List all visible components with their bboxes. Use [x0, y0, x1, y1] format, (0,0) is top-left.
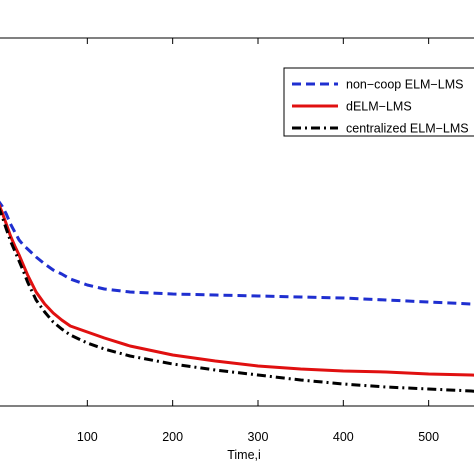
- x-tick-label: 200: [162, 430, 183, 444]
- x-tick-label: 100: [77, 430, 98, 444]
- series-line-2: [0, 203, 474, 377]
- x-tick-label: 500: [418, 430, 439, 444]
- series-line-3: [0, 206, 474, 393]
- plot-frame: [0, 37, 474, 407]
- x-axis-title: Time,i: [227, 448, 261, 462]
- series-line-1: [0, 200, 474, 306]
- legend-label-3: centralized ELM−LMS: [346, 122, 469, 136]
- x-tick-label: 300: [248, 430, 269, 444]
- legend: non−coop ELM−LMS dELM−LMS centralized ELM−…: [283, 67, 474, 137]
- legend-label-1: non−coop ELM−LMS: [346, 78, 463, 92]
- legend-items: non−coop ELM−LMS dELM−LMS centralized ELM−…: [292, 78, 469, 136]
- legend-label-2: dELM−LMS: [346, 100, 412, 114]
- x-axis: 100 200 300 400 500: [77, 38, 439, 444]
- series-layer: [0, 200, 474, 393]
- legend-box: [283, 67, 474, 137]
- x-tick-label: 400: [333, 430, 354, 444]
